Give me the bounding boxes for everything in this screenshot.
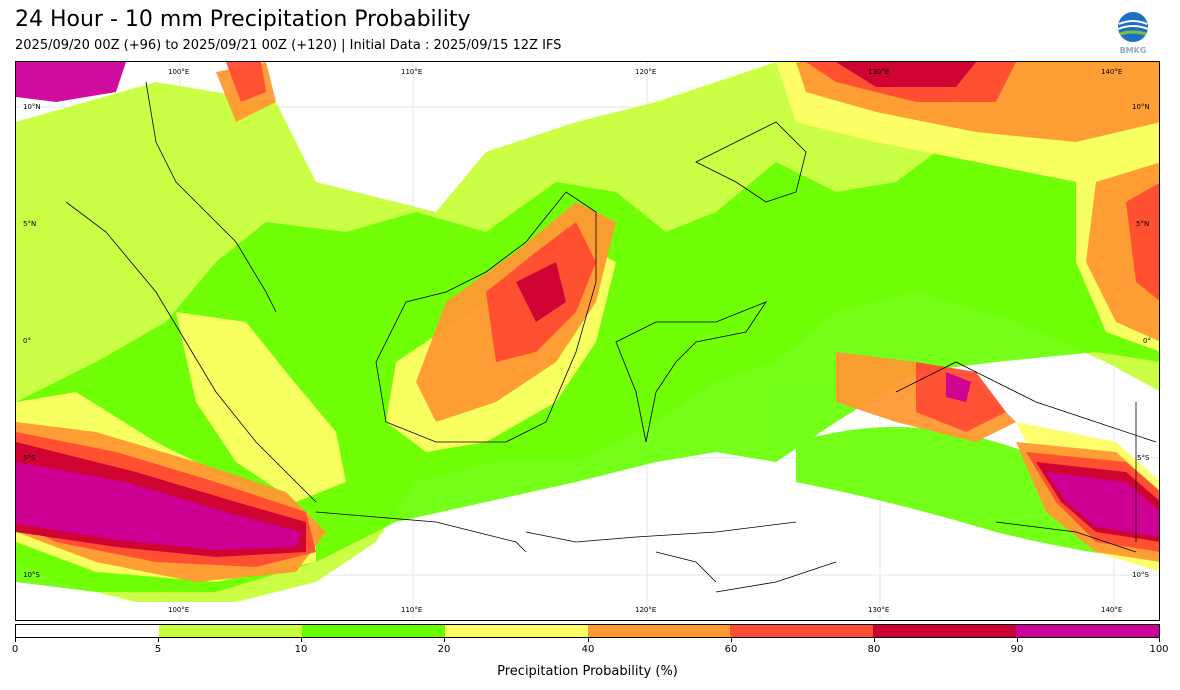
- colorbar-tick-label: 40: [581, 644, 595, 655]
- colorbar-ticks: 0 5 10 20 40 60 80 90 100: [11, 638, 1169, 658]
- lat-label-right: 5°S: [1137, 454, 1150, 462]
- colorbar-tick: [588, 638, 589, 642]
- lat-label-left: 5°S: [23, 454, 36, 462]
- lon-label-bottom: 140°E: [1101, 606, 1123, 614]
- colorbar-tick-label: 100: [1149, 644, 1169, 655]
- colorbar-segment: [301, 625, 445, 637]
- precip-field-90: [16, 62, 1159, 550]
- colorbar-tick-label: 80: [867, 644, 881, 655]
- bmkg-logo: BMKG: [1114, 10, 1152, 56]
- colorbar-tick: [301, 638, 302, 642]
- lat-label-right: 0°: [1143, 337, 1151, 345]
- colorbar-tick: [1017, 638, 1018, 642]
- colorbar-tick-label: 90: [1010, 644, 1024, 655]
- lon-label-bottom: 120°E: [635, 606, 657, 614]
- colorbar-tick: [731, 638, 732, 642]
- coastlines: [65, 81, 1157, 593]
- precipitation-map[interactable]: 100°E 110°E 120°E 130°E 140°E 100°E 110°…: [15, 61, 1160, 621]
- colorbar-segment: [1016, 625, 1159, 637]
- lon-label-top: 140°E: [1101, 68, 1123, 76]
- chart-subtitle: 2025/09/20 00Z (+96) to 2025/09/21 00Z (…: [15, 38, 562, 53]
- lon-label-bottom: 100°E: [168, 606, 190, 614]
- colorbar-segment: [873, 625, 1017, 637]
- lon-label-top: 130°E: [868, 68, 890, 76]
- colorbar-tick: [1159, 638, 1160, 642]
- colorbar-tick: [444, 638, 445, 642]
- lon-label-top: 100°E: [168, 68, 190, 76]
- colorbar-tick-label: 0: [11, 644, 19, 655]
- chart-title: 24 Hour - 10 mm Precipitation Probabilit…: [15, 7, 471, 32]
- lat-label-left: 10°N: [23, 103, 41, 111]
- lon-label-bottom: 110°E: [401, 606, 423, 614]
- colorbar-tick-label: 5: [154, 644, 162, 655]
- lat-label-left: 0°: [23, 337, 31, 345]
- svg-text:BMKG: BMKG: [1120, 46, 1147, 55]
- colorbar-tick-label: 60: [724, 644, 738, 655]
- colorbar-tick: [15, 638, 16, 642]
- colorbar-tick: [874, 638, 875, 642]
- lat-label-right: 10°N: [1132, 103, 1150, 111]
- lon-label-top: 120°E: [635, 68, 657, 76]
- colorbar-segment: [16, 625, 159, 637]
- colorbar-tick: [158, 638, 159, 642]
- lat-label-right: 10°S: [1132, 571, 1149, 579]
- colorbar-axis-label: Precipitation Probability (%): [497, 664, 678, 679]
- lat-label-left: 10°S: [23, 571, 40, 579]
- lon-label-bottom: 130°E: [868, 606, 890, 614]
- colorbar-tick-label: 20: [437, 644, 451, 655]
- lat-label-right: 5°N: [1136, 220, 1150, 228]
- colorbar-segment: [158, 625, 302, 637]
- lat-label-left: 5°N: [23, 220, 37, 228]
- colorbar-tick-label: 10: [294, 644, 308, 655]
- colorbar-segment: [444, 625, 588, 637]
- colorbar: [15, 624, 1160, 638]
- colorbar-segment: [587, 625, 731, 637]
- colorbar-segment: [730, 625, 874, 637]
- lon-label-top: 110°E: [401, 68, 423, 76]
